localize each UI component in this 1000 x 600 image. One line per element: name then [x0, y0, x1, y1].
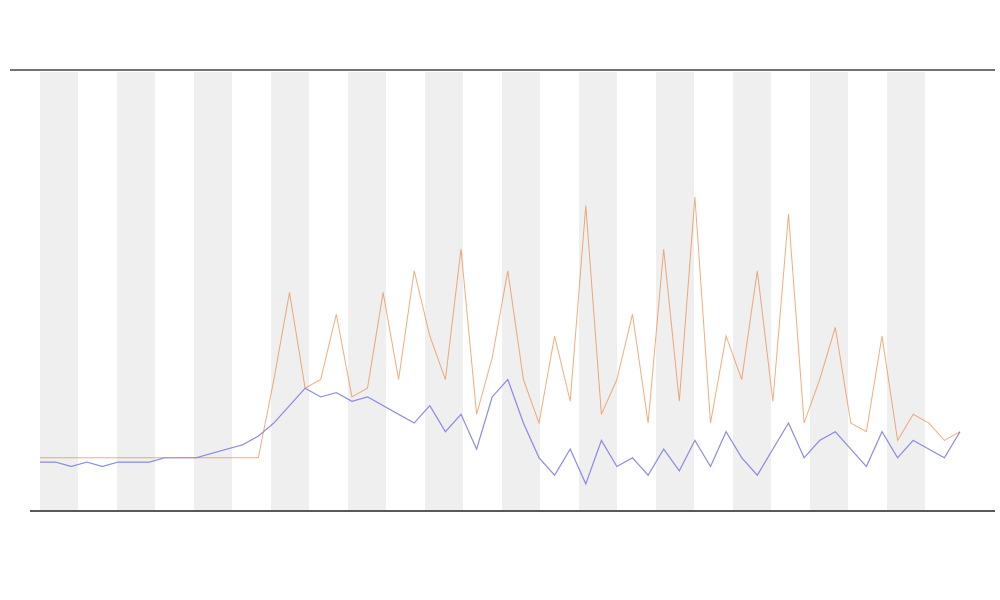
band: [502, 72, 540, 510]
band: [40, 72, 78, 510]
band: [271, 72, 309, 510]
band: [810, 72, 848, 510]
background-bands: [40, 72, 925, 510]
band: [348, 72, 386, 510]
band: [117, 72, 155, 510]
band: [656, 72, 694, 510]
band: [194, 72, 232, 510]
band: [733, 72, 771, 510]
band: [579, 72, 617, 510]
band: [887, 72, 925, 510]
series-line: [40, 196, 961, 459]
band: [425, 72, 463, 510]
